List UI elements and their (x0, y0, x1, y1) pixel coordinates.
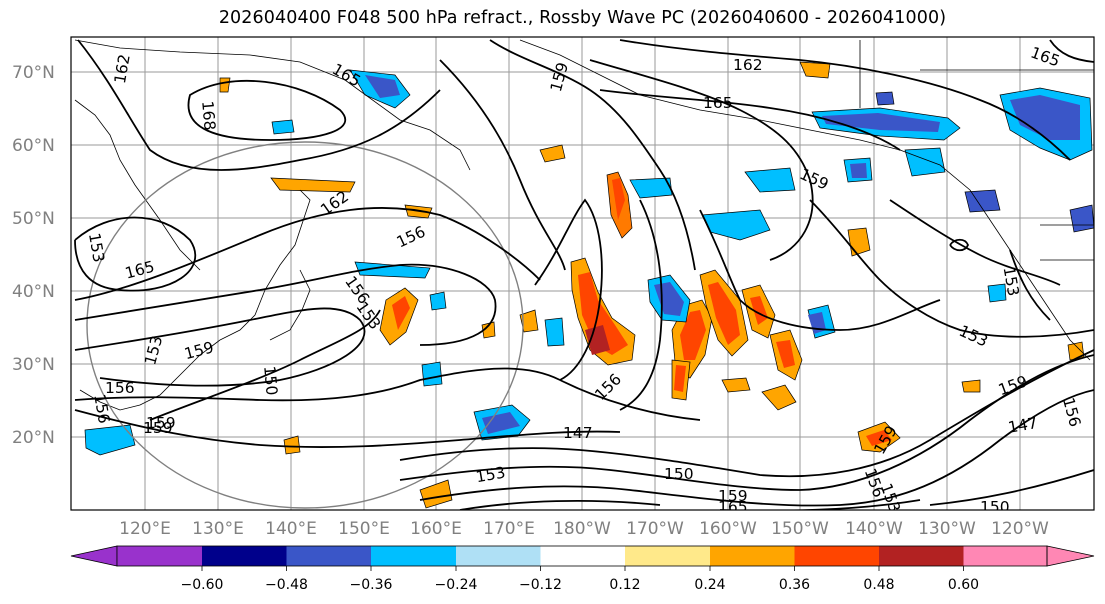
lon-label: 160°E (410, 519, 462, 539)
colorbar-tick-label: 0.24 (694, 577, 725, 593)
colorbar-segment (794, 546, 879, 566)
contour-label: 165 (703, 94, 733, 112)
lon-label: 130°W (918, 519, 976, 539)
lon-label: 130°E (192, 519, 244, 539)
lon-label: 170°W (626, 519, 684, 539)
contour-label: 153 (85, 232, 108, 264)
map-frame (70, 36, 1095, 511)
contour-label: 153 (1000, 265, 1023, 297)
height-contours (74, 39, 1094, 510)
colorbar-tick-label: 0.12 (609, 577, 640, 593)
contour-label: 150 (980, 498, 1010, 516)
colorbar-tick-label: −0.24 (435, 577, 478, 593)
colorbar-upper-extension (1046, 545, 1095, 567)
colorbar-segment (456, 546, 541, 566)
latitude-axis: 70°N 60°N 50°N 40°N 30°N 20°N (12, 63, 55, 448)
lon-label: 170°E (483, 519, 535, 539)
lon-label: 160°W (699, 519, 757, 539)
colorbar-segment (540, 546, 625, 566)
lat-label: 70°N (12, 63, 55, 83)
colorbar-frame (116, 545, 1048, 567)
lon-label: 150°E (338, 519, 390, 539)
colorbar-ticks (201, 566, 964, 571)
lon-label: 120°E (119, 519, 171, 539)
reference-circle (86, 141, 524, 509)
lat-label: 20°N (12, 428, 55, 448)
colorbar-tick-label: −0.36 (350, 577, 393, 593)
colorbar-tick-label: 0.36 (779, 577, 810, 593)
contour-label: 156 (105, 379, 135, 397)
contour-label: 150 (260, 365, 281, 396)
lat-label: 40°N (12, 282, 55, 302)
colorbar-tick-label: 0.48 (863, 577, 894, 593)
contour-label: 162 (733, 56, 763, 74)
contour-label: 165 (718, 498, 748, 516)
lat-label: 50°N (12, 209, 55, 229)
lon-label: 140°E (265, 519, 317, 539)
lat-label: 60°N (12, 136, 55, 156)
contour-label: 150 (664, 465, 694, 483)
longitude-axis: 120°E 130°E 140°E 150°E 160°E 170°E 180°… (119, 519, 1049, 539)
colorbar-segment (117, 546, 202, 566)
contour-label: 159 (143, 419, 173, 437)
colorbar-tick-label: −0.60 (181, 577, 224, 593)
colorbar: −0.60 −0.48 −0.36 −0.24 −0.12 0.12 0.24 … (70, 545, 1095, 593)
contour-label: 162 (111, 53, 134, 85)
lon-label: 150°W (771, 519, 829, 539)
lon-label: 120°W (991, 519, 1049, 539)
shaded-anomaly-field (84, 61, 1094, 509)
contour-label: 156 (90, 393, 113, 425)
lon-label: 180°W (553, 519, 611, 539)
colorbar-tick-labels: −0.60 −0.48 −0.36 −0.24 −0.12 0.12 0.24 … (181, 577, 980, 593)
lat-label: 30°N (12, 355, 55, 375)
contour-label: 153 (474, 463, 506, 486)
colorbar-segment (371, 546, 456, 566)
colorbar-segment (963, 546, 1047, 566)
colorbar-segment (879, 546, 964, 566)
colorbar-tick-label: −0.48 (265, 577, 308, 593)
contour-label: 159 (146, 414, 176, 432)
colorbar-lower-extension (70, 545, 118, 567)
lon-label: 140°W (845, 519, 903, 539)
colorbar-segment (710, 546, 795, 566)
contour-label: 147 (1007, 414, 1039, 437)
contour-label: 159 (718, 487, 748, 505)
colorbar-segment (625, 546, 710, 566)
contour-label: 168 (198, 100, 219, 131)
contour-label: 147 (563, 424, 593, 442)
colorbar-tick-label: 0.60 (948, 577, 979, 593)
colorbar-segment (202, 546, 287, 566)
colorbar-segment (286, 546, 371, 566)
map-title: 2026040400 F048 500 hPa refract., Rossby… (218, 8, 947, 28)
coastlines (74, 39, 1094, 411)
colorbar-tick-label: −0.12 (519, 577, 562, 593)
